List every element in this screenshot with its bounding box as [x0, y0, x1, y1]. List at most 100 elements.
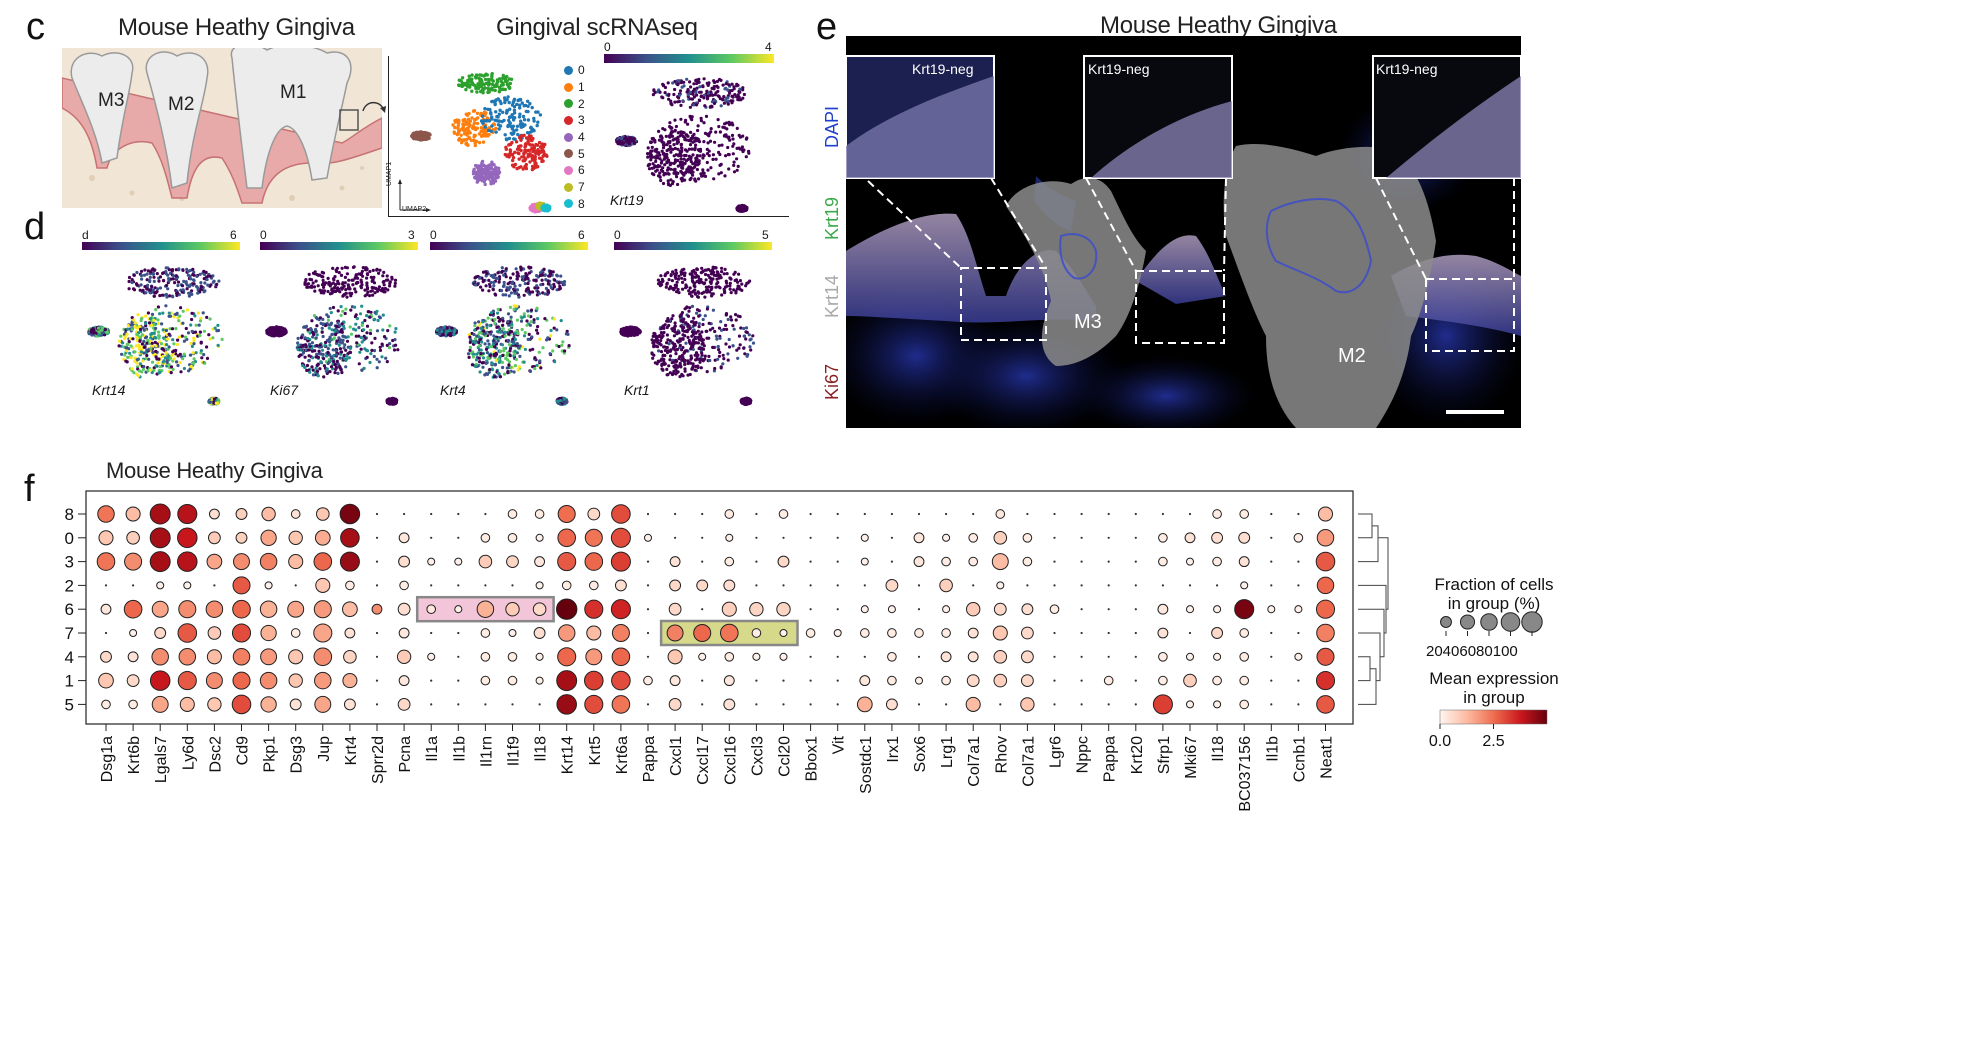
dotplot-dot — [995, 509, 1006, 519]
dotplot-dot — [125, 506, 141, 522]
dotplot-dot — [290, 509, 301, 519]
dotplot-dot — [1080, 536, 1083, 539]
dotplot-dot — [1080, 512, 1083, 516]
dotplot-dot — [972, 512, 975, 516]
dotplot-dot — [154, 627, 167, 639]
dotplot-dot — [1234, 599, 1255, 620]
cluster-legend-label: 0 — [578, 63, 585, 78]
gene-label: Ccnb1 — [1291, 736, 1308, 782]
dotplot-dot — [1294, 652, 1303, 661]
dotplot-dot — [149, 527, 171, 549]
dotplot-dot — [260, 529, 277, 546]
dotplot-dot — [1216, 584, 1219, 587]
feature-cells-group — [615, 134, 639, 147]
feature-cells-group — [385, 396, 399, 406]
dotplot-dot — [991, 553, 1009, 571]
dotplot-dot — [232, 671, 251, 690]
dotplot-dot — [288, 530, 303, 545]
dotplot-dot — [1152, 694, 1173, 715]
dotplot-dot — [129, 628, 138, 638]
dotplot-dot — [1270, 679, 1273, 682]
dotplot-dot — [178, 648, 197, 666]
dotplot-dot — [1188, 631, 1192, 635]
dotplot-dot — [177, 551, 198, 572]
dotplot-dot — [1294, 605, 1303, 614]
dotplot-dot — [999, 703, 1002, 706]
channel-label-krt14: Krt14 — [822, 274, 842, 318]
dotplot-dot — [1080, 560, 1083, 563]
dotplot-dot — [588, 580, 599, 591]
dotplot-dot — [1158, 532, 1168, 543]
dotplot-dot — [967, 627, 979, 639]
gene-label: Lrg1 — [939, 736, 956, 768]
dotplot-dot — [375, 655, 379, 658]
dotplot-dot — [1297, 560, 1300, 563]
feature-cells-group — [87, 325, 111, 338]
dotplot-dot — [941, 628, 951, 638]
dotplot-dot — [288, 649, 304, 665]
dotplot-dot — [1107, 631, 1110, 635]
cluster-5-cells — [410, 130, 432, 142]
dotplot-dot — [646, 512, 650, 516]
dotplot-dot — [1103, 675, 1114, 686]
dotplot-dot — [396, 649, 412, 664]
dotplot-dot — [945, 703, 948, 706]
dotplot-dot — [430, 703, 433, 706]
row-label: 0 — [65, 529, 74, 548]
dotplot-dot — [833, 628, 842, 638]
dotplot-dot — [611, 504, 631, 524]
dotplot-dot — [339, 503, 361, 525]
dotplot-dot — [457, 655, 460, 658]
dotplot-dot — [914, 628, 924, 638]
dotplot-dot — [457, 512, 460, 516]
dotplot-dot — [914, 676, 924, 685]
dotplot-dot — [584, 528, 603, 547]
dotplot-dot — [206, 649, 222, 665]
gene-label: Ly6d — [180, 736, 197, 770]
dotplot-dot — [585, 648, 603, 666]
dotplot-dot — [430, 512, 433, 516]
row-label: 8 — [65, 505, 74, 524]
dotplot-dot — [344, 627, 356, 639]
dotplot-dot — [723, 698, 736, 711]
dotplot-dot — [290, 628, 301, 638]
size-legend-title: Fraction of cells in group (%) — [1434, 575, 1553, 613]
dotplot-dot — [507, 532, 518, 543]
dotplot-dot — [917, 608, 921, 611]
dotplot-dot — [917, 512, 921, 516]
cluster-2-cells — [457, 72, 514, 95]
dotplot-dot — [127, 651, 139, 663]
dotplot-dot — [887, 675, 897, 686]
dotplot-dot — [457, 584, 460, 587]
dotplot-dot — [507, 651, 518, 662]
gene-label: Dsg3 — [289, 736, 306, 773]
dotplot-dot — [232, 648, 251, 666]
dotplot-dot — [755, 512, 758, 516]
feature-gene-label: Ki67 — [270, 382, 299, 398]
feature-cells-group — [471, 265, 567, 299]
dotplot-dot — [643, 533, 653, 542]
cluster-legend-label: 7 — [578, 180, 585, 195]
size-legend-dot — [1500, 612, 1521, 632]
dotplot-dot — [782, 679, 785, 682]
dotplot-dot — [667, 649, 683, 665]
dotplot-dot — [1053, 560, 1056, 563]
dotplot-dot — [779, 628, 788, 638]
dotplot-dot — [611, 670, 631, 691]
gene-label: Lgals7 — [153, 736, 170, 783]
dotplot-dot — [259, 552, 278, 571]
dotplot-dot — [941, 556, 951, 567]
umap-y-label: UMAP1 — [386, 161, 393, 186]
size-legend-dot — [1480, 613, 1498, 631]
dotplot-dot — [701, 608, 704, 611]
dotplot-dot — [454, 605, 463, 614]
cluster-legend-dot — [564, 65, 573, 75]
gene-label: Krt5 — [587, 736, 604, 765]
dotplot-dot — [584, 599, 604, 619]
dotplot-dot — [646, 655, 650, 658]
gene-label: Cd9 — [235, 736, 252, 765]
dotplot-dot — [342, 601, 358, 618]
feature-cells-group — [207, 396, 221, 406]
dotplot-dot — [939, 578, 953, 593]
dotplot-dot — [339, 551, 360, 572]
